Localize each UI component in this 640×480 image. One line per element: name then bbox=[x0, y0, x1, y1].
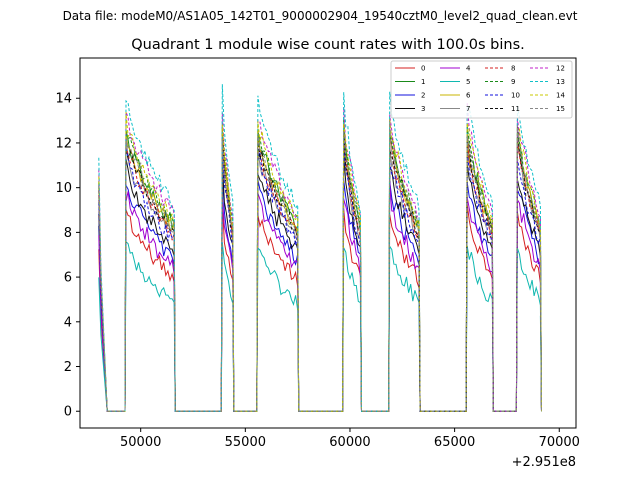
legend-label: 12 bbox=[556, 65, 565, 73]
legend-label: 8 bbox=[511, 65, 515, 73]
x-tick-label: 50000 bbox=[120, 435, 161, 450]
y-tick-label: 8 bbox=[64, 226, 72, 241]
y-tick-label: 2 bbox=[64, 360, 72, 375]
plot-area-frame bbox=[79, 57, 577, 429]
legend-label: 3 bbox=[421, 105, 425, 113]
legend-box bbox=[390, 60, 573, 119]
series-layer bbox=[98, 84, 542, 412]
legend-label: 5 bbox=[466, 78, 470, 86]
series-line-5 bbox=[98, 240, 542, 412]
legend-label: 9 bbox=[511, 78, 515, 86]
legend-label: 14 bbox=[556, 92, 565, 100]
y-tick-label: 10 bbox=[55, 181, 72, 196]
x-tick-label: 70000 bbox=[539, 435, 580, 450]
legend-label: 6 bbox=[466, 92, 471, 100]
y-tick-label: 12 bbox=[55, 136, 72, 151]
series-line-13 bbox=[98, 84, 542, 412]
figure-suptitle: Data file: modeM0/AS1A05_142T01_90000029… bbox=[63, 9, 578, 23]
y-tick-label: 4 bbox=[64, 315, 72, 330]
legend-label: 2 bbox=[421, 92, 425, 100]
y-axis: 0 2 4 6 8 10 12 14 bbox=[55, 92, 80, 420]
legend-label: 10 bbox=[511, 92, 520, 100]
series-line-0 bbox=[98, 201, 542, 412]
series-line-14 bbox=[98, 111, 542, 412]
legend-label: 11 bbox=[511, 105, 520, 113]
series-line-15 bbox=[98, 120, 542, 412]
x-tick-label: 65000 bbox=[434, 435, 475, 450]
y-tick-label: 6 bbox=[64, 271, 72, 286]
x-tick-label: 55000 bbox=[225, 435, 266, 450]
series-line-12 bbox=[98, 102, 542, 412]
legend-label: 13 bbox=[556, 78, 565, 86]
legend-label: 4 bbox=[466, 65, 471, 73]
series-line-2 bbox=[98, 169, 542, 412]
x-axis: 50000 55000 60000 65000 70000 bbox=[120, 428, 580, 450]
legend-label: 15 bbox=[556, 105, 565, 113]
legend-label: 1 bbox=[421, 78, 425, 86]
x-tick-label: 60000 bbox=[329, 435, 370, 450]
x-axis-offset-label: +2.951e8 bbox=[512, 455, 576, 470]
y-tick-label: 14 bbox=[55, 92, 72, 107]
y-tick-label: 0 bbox=[64, 405, 72, 420]
legend-label: 7 bbox=[466, 105, 470, 113]
chart-title: Quadrant 1 module wise count rates with … bbox=[131, 37, 525, 53]
legend-label: 0 bbox=[421, 65, 425, 73]
